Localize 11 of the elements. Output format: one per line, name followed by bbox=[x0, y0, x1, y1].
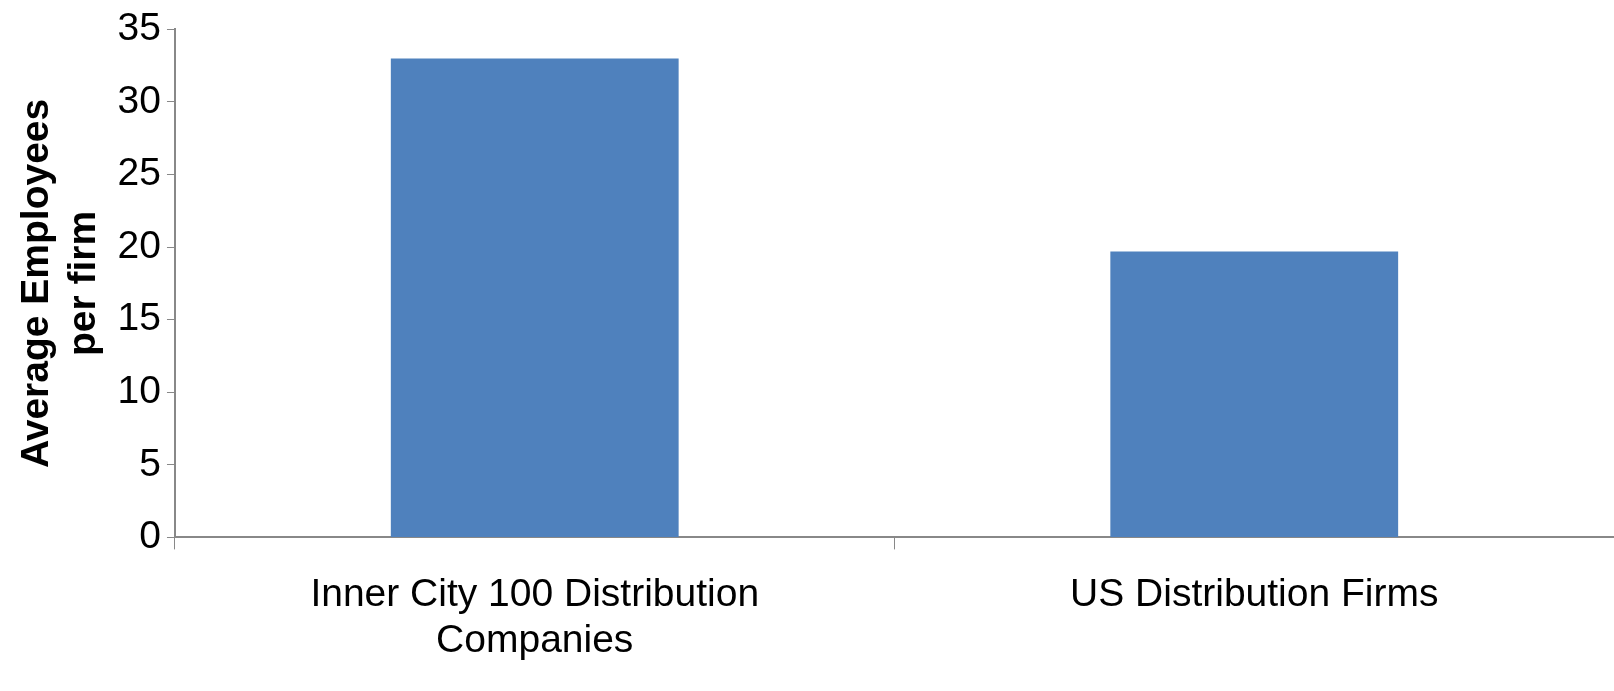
y-tick-label: 0 bbox=[139, 513, 161, 557]
y-tick-label: 15 bbox=[117, 295, 161, 339]
y-tick-label: 35 bbox=[117, 5, 161, 49]
y-tick-label: 5 bbox=[139, 440, 161, 484]
y-tick-label: 10 bbox=[117, 368, 161, 412]
y-tick-label: 25 bbox=[117, 150, 161, 194]
y-tick-label: 20 bbox=[117, 222, 161, 266]
y-tick-label: 30 bbox=[117, 77, 161, 121]
x-tick-label: Inner City 100 Distribution Companies bbox=[310, 570, 760, 661]
x-tick-label: US Distribution Firms bbox=[1070, 570, 1439, 614]
y-axis-title: Average Employees per firm bbox=[13, 98, 103, 469]
